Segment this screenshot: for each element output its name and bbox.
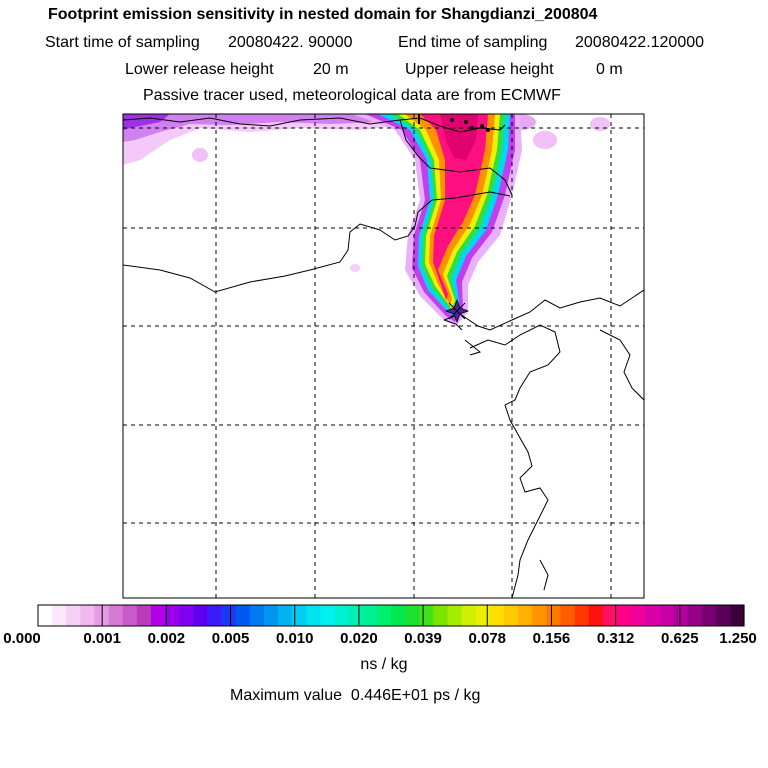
colorbar-swatch <box>292 605 307 626</box>
lower-height-value: 20 m <box>313 61 349 78</box>
colorbar-swatch <box>150 605 166 626</box>
colorbar-swatch <box>52 605 67 626</box>
max-value-label: Maximum value <box>230 687 343 704</box>
colorbar-swatch <box>518 605 533 626</box>
plume-specks <box>418 114 490 132</box>
colorbar-swatch <box>193 605 209 626</box>
plot-title: Footprint emission sensitivity in nested… <box>48 6 598 23</box>
colorbar-swatch <box>165 605 180 626</box>
colorbar-tick-label: 0.156 <box>532 630 571 647</box>
colorbar-swatch <box>80 605 96 626</box>
colorbar-swatch <box>108 605 124 626</box>
colorbar-swatch <box>122 605 138 626</box>
end-time-value: 20080422.120000 <box>575 34 705 51</box>
map-frame <box>122 113 645 599</box>
lower-height-label: Lower release height <box>125 61 274 78</box>
units-label: ns / kg <box>360 656 408 673</box>
upper-height-value: 0 m <box>596 61 623 78</box>
end-time-label: End time of sampling <box>398 34 548 51</box>
star-icon <box>444 298 470 324</box>
colorbar-swatch <box>391 605 406 626</box>
colorbar-swatch <box>503 605 519 626</box>
plume-spot <box>590 117 610 131</box>
colorbar-swatch <box>249 605 265 626</box>
colorbar-frame <box>37 604 745 627</box>
colorbar-tick-label: 0.039 <box>404 630 442 647</box>
colorbar-tick-label: 0.020 <box>340 630 378 647</box>
colorbar-swatch <box>532 605 547 626</box>
colorbar-swatch <box>207 605 223 626</box>
upper-height-label: Upper release height <box>405 61 554 78</box>
colorbar-swatch <box>179 605 194 626</box>
plume-spot <box>533 131 557 149</box>
max-value-line: Maximum value 0.446E+01 ps / kg <box>230 687 480 705</box>
colorbar-swatch <box>263 605 279 626</box>
colorbar-swatch <box>235 605 251 626</box>
colorbar-swatch <box>489 605 505 626</box>
colorbar-swatch <box>631 605 646 626</box>
colorbar-swatch <box>376 605 392 626</box>
colorbar-tick-label: 0.312 <box>596 630 635 647</box>
colorbar-tick-label: 0.010 <box>275 630 314 647</box>
colorbar-swatch <box>320 605 336 626</box>
colorbar-swatch <box>334 605 350 626</box>
colorbar-swatch <box>574 605 590 626</box>
colorbar-swatch <box>659 605 674 626</box>
start-time-value: 20080422. 90000 <box>228 34 353 51</box>
colorbar-swatch <box>546 605 562 626</box>
colorbar-swatch <box>602 605 618 626</box>
plume-band-peak <box>440 114 478 160</box>
colorbar-swatch <box>38 605 53 626</box>
colorbar-tick-label: 1.250 <box>719 630 757 647</box>
map-boundaries <box>123 117 644 598</box>
colorbar-tick-label: 0.000 <box>3 630 41 647</box>
colorbar-swatch <box>362 605 378 626</box>
colorbar-tick-label: 0.078 <box>468 630 507 647</box>
colorbar-swatch <box>221 605 237 626</box>
colorbar-swatch <box>701 605 717 626</box>
colorbar-swatch <box>588 605 604 626</box>
plume-band-core <box>420 114 488 300</box>
colorbar-swatch <box>461 605 477 626</box>
colorbar-swatch <box>405 605 420 626</box>
max-value-value: 0.446E+01 ps / kg <box>350 687 481 704</box>
emission-field <box>123 114 644 598</box>
plume-spot <box>192 148 208 162</box>
colorbar-swatch <box>447 605 463 626</box>
tracer-note: Passive tracer used, meteorological data… <box>143 87 561 104</box>
colorbar-swatch <box>433 605 449 626</box>
colorbar-swatch <box>560 605 576 626</box>
colorbar-tick-label: 0.625 <box>661 630 699 647</box>
colorbar-swatch <box>419 605 434 626</box>
colorbar-swatch <box>715 605 731 626</box>
colorbar-swatch <box>645 605 660 626</box>
start-time-label: Start time of sampling <box>45 34 200 51</box>
colorbar-swatch <box>278 605 293 626</box>
plume-patch-edge <box>123 114 170 130</box>
colorbar-swatch <box>348 605 364 626</box>
colorbar-swatch <box>66 605 81 626</box>
colorbar-swatch <box>475 605 491 626</box>
plume-patch-northwest <box>123 114 420 165</box>
colorbar-tick-label: 0.001 <box>83 630 121 647</box>
colorbar-swatch <box>687 605 703 626</box>
plume-spot <box>350 264 360 272</box>
colorbar-tick-label: 0.002 <box>147 630 186 647</box>
colorbar-swatch <box>306 605 321 626</box>
colorbar-swatch <box>729 605 745 626</box>
colorbar-tick-label: 0.005 <box>211 630 250 647</box>
map-grid <box>123 114 644 598</box>
colorbar <box>37 604 745 627</box>
colorbar-swatch <box>616 605 632 626</box>
colorbar-swatch <box>136 605 152 626</box>
colorbar-swatch <box>673 605 689 626</box>
plume-patch-northwest-inner <box>123 114 400 142</box>
